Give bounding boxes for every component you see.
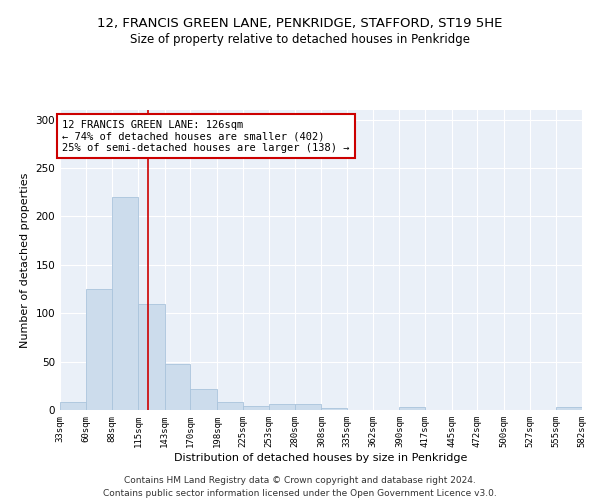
Bar — [269, 404, 295, 410]
Bar — [322, 408, 347, 410]
Bar — [400, 407, 425, 410]
Bar — [60, 402, 86, 410]
Bar — [138, 304, 164, 410]
Bar — [86, 289, 112, 410]
Text: Contains HM Land Registry data © Crown copyright and database right 2024.
Contai: Contains HM Land Registry data © Crown c… — [103, 476, 497, 498]
Bar — [190, 388, 217, 410]
Bar — [217, 402, 242, 410]
Bar — [112, 197, 138, 410]
Y-axis label: Number of detached properties: Number of detached properties — [20, 172, 30, 348]
Bar — [295, 404, 322, 410]
Text: 12 FRANCIS GREEN LANE: 126sqm
← 74% of detached houses are smaller (402)
25% of : 12 FRANCIS GREEN LANE: 126sqm ← 74% of d… — [62, 120, 349, 153]
Text: 12, FRANCIS GREEN LANE, PENKRIDGE, STAFFORD, ST19 5HE: 12, FRANCIS GREEN LANE, PENKRIDGE, STAFF… — [97, 18, 503, 30]
Bar — [556, 407, 582, 410]
Bar — [242, 406, 269, 410]
Text: Size of property relative to detached houses in Penkridge: Size of property relative to detached ho… — [130, 32, 470, 46]
Bar — [164, 364, 190, 410]
X-axis label: Distribution of detached houses by size in Penkridge: Distribution of detached houses by size … — [175, 452, 467, 462]
